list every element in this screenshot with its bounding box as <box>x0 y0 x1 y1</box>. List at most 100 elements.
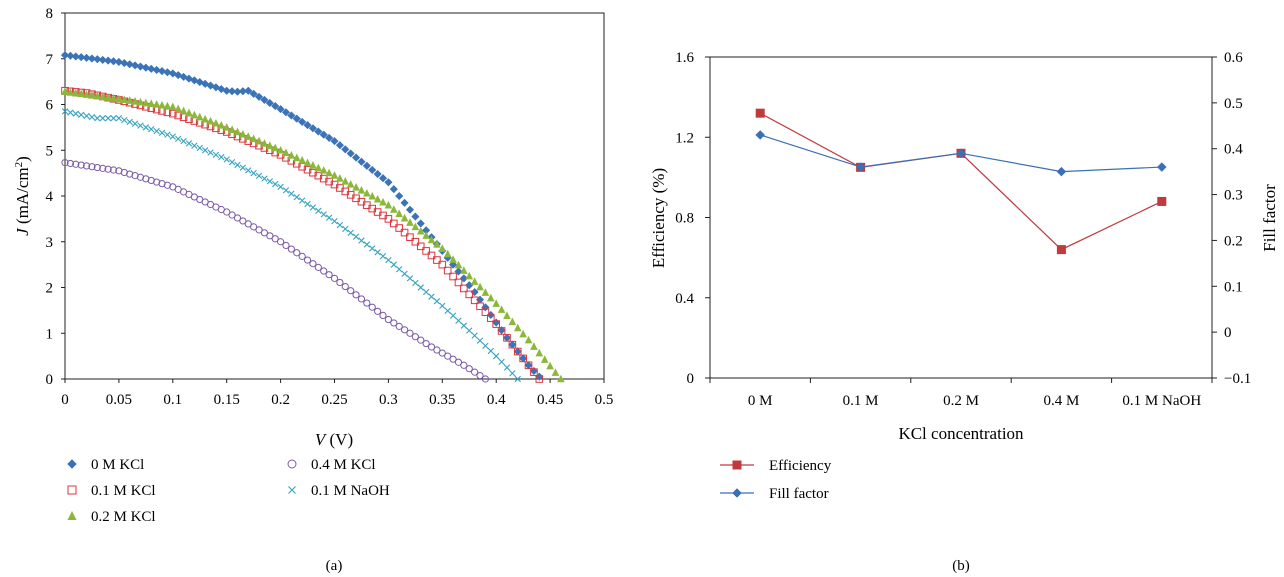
data-point <box>433 239 441 248</box>
data-point <box>250 169 257 177</box>
data-point <box>324 133 334 143</box>
data-point <box>513 323 522 332</box>
data-point <box>142 98 150 107</box>
data-point <box>438 260 447 269</box>
data-point <box>374 249 381 256</box>
data-point <box>406 218 414 226</box>
data-point <box>416 219 425 228</box>
plot-frame-b <box>709 56 1213 379</box>
data-point <box>265 98 274 108</box>
data-point <box>476 282 484 291</box>
y-tick-label: 2 <box>46 281 54 297</box>
data-point <box>83 112 90 120</box>
x-category-label: 0.1 M NaOH <box>1122 393 1201 409</box>
data-point <box>66 159 74 168</box>
data-point <box>320 267 328 275</box>
data-point <box>277 238 285 246</box>
data-point <box>357 185 366 194</box>
data-point <box>390 261 397 268</box>
x-category-label: 0.2 M <box>943 393 979 409</box>
data-point <box>228 125 236 133</box>
data-point <box>454 358 463 366</box>
legend-label: 0.4 M KCl <box>311 457 376 473</box>
data-point <box>513 347 522 356</box>
data-point <box>109 57 118 66</box>
data-point <box>482 342 489 350</box>
data-point <box>508 317 517 326</box>
data-point <box>336 221 344 229</box>
data-point <box>346 149 355 158</box>
data-point <box>855 162 866 172</box>
y-tick-label-left: 0.8 <box>675 211 694 227</box>
data-point <box>136 62 145 71</box>
data-point <box>487 314 495 322</box>
data-point <box>169 133 176 140</box>
data-point <box>260 139 269 147</box>
x-ticks-a: 0 0.05 0.1 0.15 0.2 0.25 0.3 0.35 0.4 0.45 0.5 <box>61 379 613 408</box>
data-point <box>427 251 436 260</box>
data-point <box>406 233 414 241</box>
series-fill-factor <box>755 130 1167 177</box>
data-point <box>319 130 328 139</box>
data-point <box>223 156 230 163</box>
data-point <box>384 200 393 209</box>
panel-a: 0 0.05 0.1 0.15 0.2 0.25 0.3 0.35 0.4 0.45 0.5 0 1 2… <box>13 6 613 574</box>
data-point <box>498 358 505 366</box>
data-point <box>244 132 253 140</box>
data-point <box>281 108 291 117</box>
data-point <box>449 255 457 263</box>
data-point <box>109 166 118 174</box>
data-point <box>378 174 388 183</box>
series-0-1-m-naoh <box>61 108 521 383</box>
data-point <box>320 211 327 218</box>
y-axis-label-var: J <box>13 227 32 236</box>
data-point <box>298 252 306 260</box>
data-point <box>82 162 91 170</box>
data-point <box>335 141 345 150</box>
data-point <box>422 231 430 239</box>
data-point <box>266 232 274 240</box>
data-point <box>222 123 231 131</box>
data-point <box>244 86 253 95</box>
data-point <box>336 174 344 182</box>
x-axis-label-b: KCl concentration <box>898 424 1024 443</box>
x-category-label: 0.1 M <box>843 393 879 409</box>
data-point <box>481 288 490 296</box>
data-point <box>309 204 317 211</box>
data-point <box>163 101 172 110</box>
data-point <box>314 263 322 271</box>
data-point <box>147 64 156 73</box>
data-point <box>99 164 107 172</box>
data-point <box>449 355 457 363</box>
data-point <box>352 233 360 240</box>
data-point <box>287 111 296 120</box>
data-point <box>956 148 966 159</box>
data-point <box>395 322 403 330</box>
data-point <box>61 87 69 95</box>
data-point <box>266 141 274 149</box>
data-point <box>503 311 511 320</box>
data-point <box>508 340 517 349</box>
data-point <box>439 302 446 309</box>
data-point <box>233 127 242 136</box>
data-point <box>336 278 344 287</box>
data-point <box>422 247 430 255</box>
y-axis-label-a: J (mA/cm2) <box>13 156 32 236</box>
legend-marker <box>732 488 742 498</box>
x-tick-label: 0.5 <box>595 392 614 408</box>
x-tick-label: 0.45 <box>537 392 563 408</box>
data-point <box>417 284 424 291</box>
data-point <box>115 115 123 122</box>
y-axis-label-close: ) <box>13 156 32 162</box>
x-tick-label: 0.05 <box>106 392 132 408</box>
data-point <box>239 164 247 171</box>
data-point <box>293 193 300 201</box>
data-point <box>260 229 269 237</box>
data-point <box>120 58 129 68</box>
y-tick-label: 6 <box>46 98 54 114</box>
data-point <box>755 130 766 140</box>
legend-label: Fill factor <box>769 486 829 502</box>
data-point <box>401 270 408 277</box>
data-point <box>455 317 462 324</box>
data-point <box>282 241 290 250</box>
